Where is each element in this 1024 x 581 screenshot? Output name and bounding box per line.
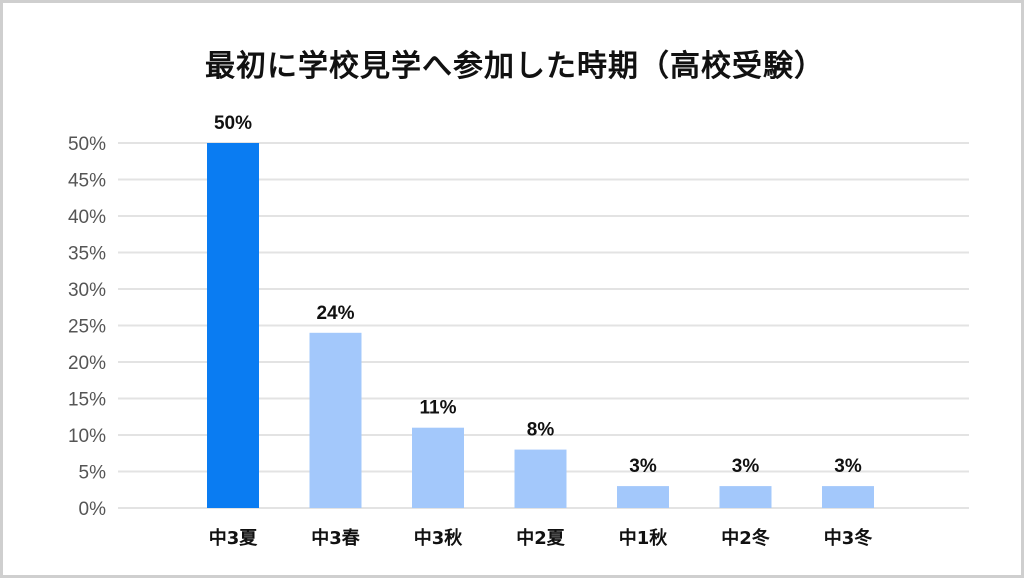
data-label: 3%	[629, 456, 657, 477]
y-tick-label: 25%	[68, 317, 106, 338]
y-tick-label: 0%	[79, 499, 107, 520]
data-label: 24%	[316, 303, 354, 324]
y-tick-label: 40%	[68, 207, 106, 228]
y-tick-label: 5%	[79, 463, 107, 484]
y-tick-label: 20%	[68, 353, 106, 374]
x-tick-label: 中3春	[311, 527, 361, 549]
x-tick-label: 中2夏	[516, 527, 566, 549]
y-tick-label: 30%	[68, 280, 106, 301]
bar	[822, 486, 874, 508]
y-tick-label: 35%	[68, 244, 106, 265]
bar	[309, 332, 362, 508]
bar	[412, 427, 464, 508]
y-tick-label: 45%	[68, 171, 106, 192]
x-tick-label: 中2冬	[721, 527, 770, 549]
bar	[514, 449, 567, 508]
bar	[207, 143, 259, 508]
x-tick-label: 中3冬	[824, 527, 873, 549]
data-label: 50%	[214, 113, 252, 134]
x-tick-label: 中3秋	[414, 527, 464, 549]
y-tick-label: 50%	[68, 134, 106, 155]
bar-chart: 0% 5% 10% 15% 20% 25% 30% 35% 40% 45% 50% 50% 中3夏 24%…	[68, 113, 969, 549]
data-label: 11%	[420, 398, 457, 419]
data-label: 8%	[527, 420, 555, 441]
data-label: 3%	[732, 456, 760, 477]
x-tick-label: 中3夏	[209, 527, 259, 549]
y-tick-label: 10%	[68, 426, 106, 447]
bar	[617, 486, 669, 508]
data-label: 3%	[834, 456, 862, 477]
bar	[719, 486, 772, 508]
y-tick-label: 15%	[68, 390, 106, 411]
chart-title: 最初に学校見学へ参加した時期（高校受験）	[205, 49, 825, 84]
x-tick-label: 中1秋	[619, 527, 669, 549]
